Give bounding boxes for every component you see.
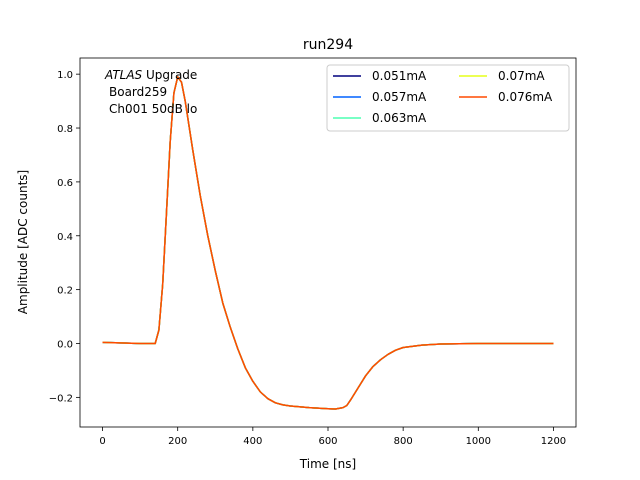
legend-label: 0.07mA xyxy=(498,69,545,83)
y-tick-label: 0.8 xyxy=(57,124,73,135)
atlas-label: ATLAS xyxy=(104,68,143,82)
y-tick-label: 0.0 xyxy=(57,340,73,351)
legend: 0.051mA 0.057mA 0.063mA 0.07mA 0.076mA xyxy=(326,64,570,132)
x-axis-label: Time [ns] xyxy=(299,457,356,471)
channel-label: Ch001 50dB lo xyxy=(109,102,197,116)
board-label: Board259 xyxy=(109,85,167,99)
legend-frame xyxy=(326,64,570,132)
series-group xyxy=(102,76,554,410)
y-axis-label: Amplitude [ADC counts] xyxy=(16,170,30,314)
y-tick-label: 0.2 xyxy=(57,286,73,297)
svg-text:ATLAS Upgrade: ATLAS Upgrade xyxy=(104,68,197,82)
y-tick-label: −0.2 xyxy=(49,393,73,404)
legend-label: 0.063mA xyxy=(372,111,427,125)
y-tick-label: 1.0 xyxy=(57,70,73,81)
legend-label: 0.057mA xyxy=(372,90,427,104)
y-tick-label: 0.6 xyxy=(57,178,73,189)
x-tick-label: 0 xyxy=(99,436,105,447)
atlas-annotation: ATLAS Upgrade Board259 Ch001 50dB lo xyxy=(104,68,197,116)
y-tick-label: 0.4 xyxy=(57,232,73,243)
y-axis-ticks: −0.2 0.0 0.2 0.4 0.6 0.8 1.0 xyxy=(49,70,80,404)
x-tick-label: 1200 xyxy=(541,436,566,447)
x-axis-ticks: 0 200 400 600 800 1000 1200 xyxy=(99,427,566,447)
plot-area xyxy=(79,57,577,428)
legend-label: 0.076mA xyxy=(498,90,553,104)
x-tick-label: 200 xyxy=(168,436,187,447)
x-tick-label: 400 xyxy=(243,436,262,447)
x-tick-label: 1000 xyxy=(466,436,491,447)
x-tick-label: 800 xyxy=(394,436,413,447)
legend-label: 0.051mA xyxy=(372,69,427,83)
upgrade-label: Upgrade xyxy=(142,68,197,82)
x-tick-label: 600 xyxy=(318,436,337,447)
series-line-0.076mA xyxy=(102,76,554,410)
chart-title: run294 xyxy=(303,37,353,53)
